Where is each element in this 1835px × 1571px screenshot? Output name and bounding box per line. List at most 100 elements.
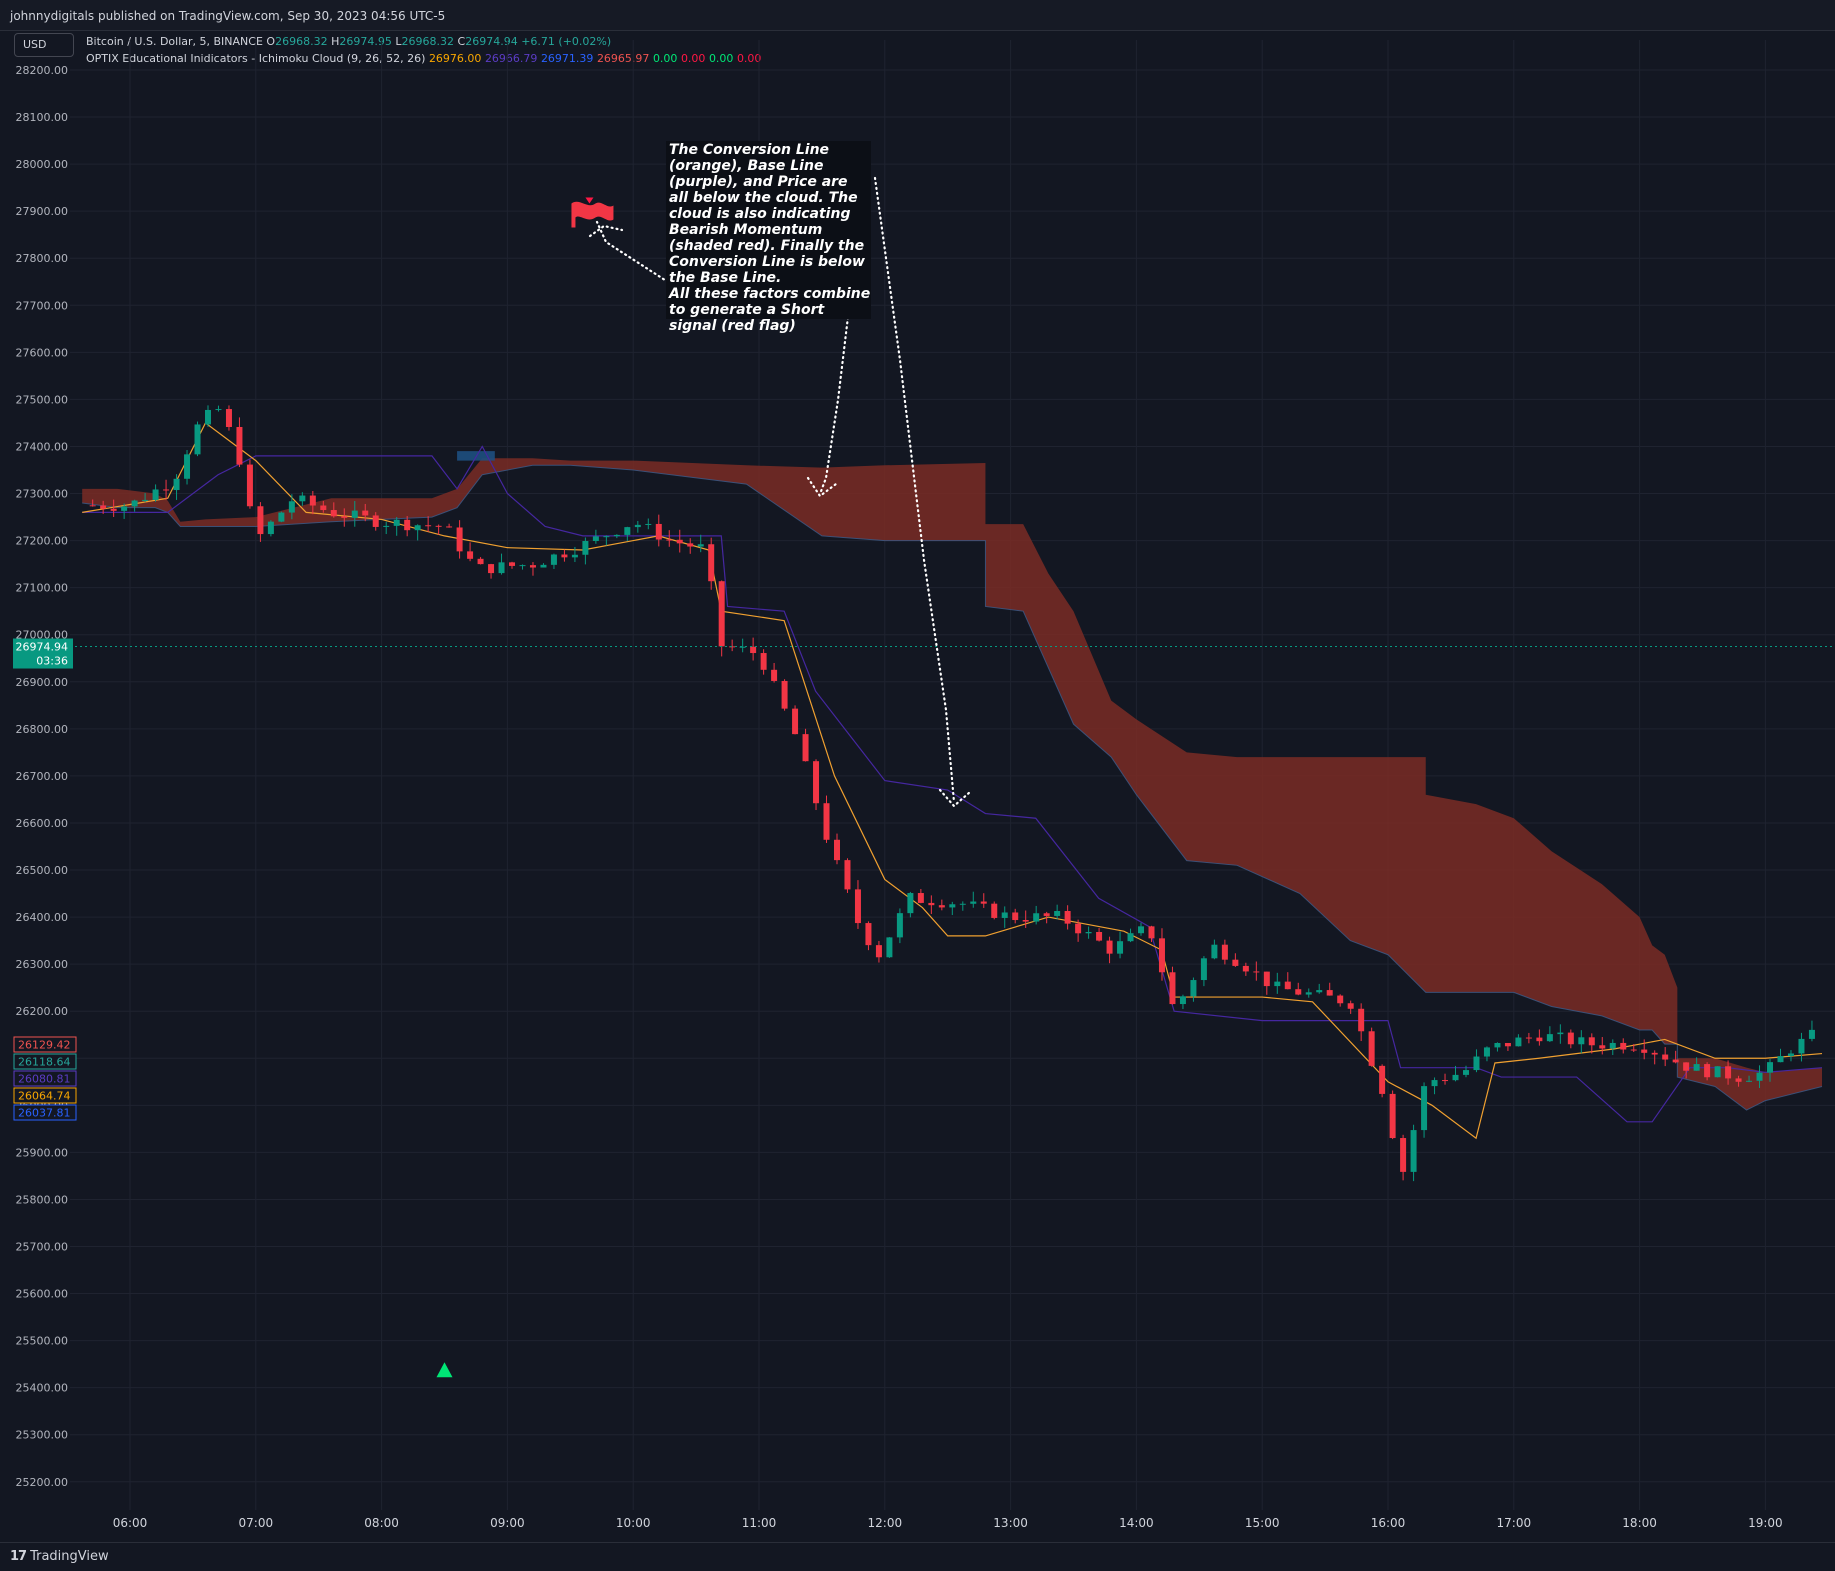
candle-body — [813, 761, 820, 804]
candle-body — [477, 558, 484, 565]
candle-body — [603, 536, 610, 538]
y-tick-label: 27800.00 — [16, 252, 69, 265]
candle-body — [1211, 944, 1218, 959]
candle-body — [131, 500, 138, 507]
candle-body — [142, 499, 149, 501]
candle-body — [498, 562, 505, 574]
value-label: 26064.74 — [18, 1090, 71, 1103]
candle-body — [1662, 1054, 1669, 1060]
candle-body — [425, 525, 432, 527]
time-axis: 06:00 07:00 08:00 09:00 10:00 11:00 12:00 13:00… — [113, 1516, 1783, 1530]
value-label: 26118.64 — [18, 1056, 71, 1069]
indicator-value: 0.00 — [708, 52, 734, 65]
tradingview-logo[interactable]: 17 TradingView — [10, 1549, 109, 1564]
candle-body — [1714, 1066, 1721, 1078]
candle-body — [89, 505, 96, 507]
header-bar: johnnydigitals published on TradingView.… — [0, 0, 1835, 31]
candle-body — [1767, 1062, 1774, 1073]
indicator-value: 26965.97 — [596, 52, 650, 65]
symbol-legend-row[interactable]: Bitcoin / U.S. Dollar, 5, BINANCE O26968… — [86, 35, 761, 52]
candle-body — [152, 489, 159, 500]
y-tick-label: 27200.00 — [16, 535, 69, 548]
arrow-head — [806, 476, 838, 498]
candle-body — [823, 803, 830, 840]
price-chart[interactable]: 28200.00 28100.00 28000.00 27900.00 27800.00… — [0, 30, 1835, 1542]
value-label: 26129.42 — [18, 1039, 71, 1052]
candle-body — [1117, 941, 1124, 954]
candle-body — [655, 523, 662, 540]
y-tick-label: 26500.00 — [16, 864, 69, 877]
y-tick-label: 27700.00 — [16, 299, 69, 312]
candle-body — [645, 523, 652, 525]
candle-body — [980, 901, 987, 904]
last-price-tag — [13, 638, 73, 669]
candle-body — [1200, 958, 1207, 981]
candle-body — [613, 534, 620, 537]
candle-body — [1787, 1053, 1794, 1057]
candle-body — [718, 581, 725, 647]
candle-body — [708, 544, 715, 582]
candle-body — [540, 564, 547, 568]
candle-body — [781, 680, 788, 709]
price-axis: 28200.00 28100.00 28000.00 27900.00 27800.00… — [16, 64, 69, 1489]
y-tick-label: 27300.00 — [16, 488, 69, 501]
candle-body — [236, 426, 243, 465]
change-value: +6.71 (+0.02%) — [521, 35, 612, 48]
y-tick-label: 26800.00 — [16, 723, 69, 736]
candle-body — [362, 510, 369, 516]
y-tick-label: 26200.00 — [16, 1005, 69, 1018]
indicator-value: 0.00 — [652, 52, 678, 65]
candle-body — [414, 525, 421, 531]
annotation-note[interactable]: The Conversion Line (orange), Base Line … — [666, 141, 871, 334]
x-tick-label: 06:00 — [113, 1516, 148, 1530]
short-flag-icon — [571, 201, 614, 228]
candle-body — [697, 544, 704, 547]
annotation-arrows — [588, 166, 972, 808]
y-tick-label: 27900.00 — [16, 205, 69, 218]
candle-body — [278, 512, 285, 522]
y-tick-label: 26900.00 — [16, 676, 69, 689]
y-tick-label: 25800.00 — [16, 1193, 69, 1206]
candle-body — [467, 551, 474, 559]
candle-body — [1756, 1072, 1763, 1081]
candle-body — [1263, 971, 1270, 987]
candle-body — [865, 923, 872, 946]
candle-body — [1054, 910, 1061, 916]
candle-body — [582, 540, 589, 555]
y-tick-label: 25200.00 — [16, 1476, 69, 1489]
candle-body — [1253, 971, 1260, 973]
candle-body — [1169, 972, 1176, 1005]
tv-logo-icon: 17 — [10, 1549, 27, 1564]
x-tick-label: 19:00 — [1748, 1516, 1783, 1530]
candle-body — [624, 527, 631, 535]
candle-body — [1651, 1052, 1658, 1055]
low-label: L — [395, 35, 402, 48]
publisher-text: johnnydigitals published on TradingView.… — [10, 9, 446, 23]
value-label-box — [13, 1036, 77, 1053]
candle-body — [299, 495, 306, 502]
candle-body — [194, 424, 201, 455]
candle-body — [1515, 1037, 1522, 1047]
candle-body — [634, 524, 641, 528]
grid-lines — [70, 40, 1835, 1510]
currency-button[interactable]: USD — [14, 33, 74, 57]
candle-body — [792, 708, 799, 735]
candle-body — [383, 525, 390, 527]
value-label-box — [13, 1087, 77, 1104]
cloud-bearish — [82, 458, 1823, 1111]
candle-body — [351, 510, 358, 518]
y-tick-label: 25500.00 — [16, 1335, 69, 1348]
y-tick-label: 28000.00 — [16, 158, 69, 171]
candle-body — [404, 519, 411, 531]
candle-body — [121, 506, 128, 511]
candle-body — [771, 669, 778, 681]
candle-body — [949, 904, 956, 908]
candle-body — [435, 525, 442, 527]
short-arrow-icon — [585, 197, 594, 204]
leading-span-b — [82, 464, 1823, 1111]
close-value: 26974.94 — [465, 35, 518, 48]
candle-body — [928, 902, 935, 906]
value-label: 26080.81 — [18, 1073, 71, 1086]
candle-body — [687, 543, 694, 547]
